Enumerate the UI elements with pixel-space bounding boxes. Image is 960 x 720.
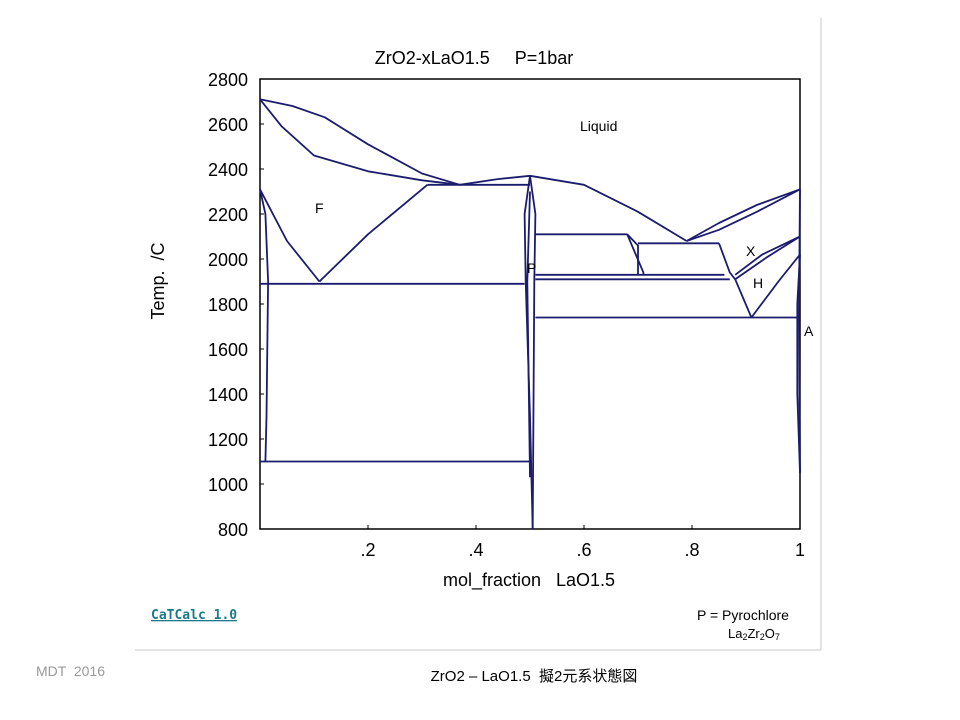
x-tick-label: .6 — [576, 540, 591, 560]
phase-label-liquid: Liquid — [580, 118, 617, 134]
boundary-pyrochlore-right — [529, 175, 537, 530]
boundary-tetragonal-to-F-left — [259, 188, 321, 283]
y-tick-label: 2800 — [208, 70, 248, 90]
boundary-step-0.68-0.7 — [626, 233, 639, 275]
y-tick-label: 1800 — [208, 295, 248, 315]
y-axis-label: Temp. /C — [148, 242, 168, 319]
boundary-liquidus-right — [686, 188, 801, 242]
pyrochlore-formula: La2Zr2O7 — [728, 626, 780, 642]
y-tick-label: 2600 — [208, 115, 248, 135]
phase-label-p: P — [527, 260, 536, 276]
y-tick-label: 2200 — [208, 205, 248, 225]
credit-text: MDT 2016 — [36, 663, 105, 679]
y-tick-labels: 2800 2600 2400 2200 2000 1800 1600 1400 1200 1000… — [208, 70, 264, 540]
boundary-liquidus-left-upper — [259, 98, 461, 186]
y-tick-label: 1400 — [208, 385, 248, 405]
y-tick-label: 2400 — [208, 160, 248, 180]
boundary-liquidus-to-eutectic — [529, 174, 688, 242]
y-tick-label: 800 — [218, 520, 248, 540]
y-tick-label: 1200 — [208, 430, 248, 450]
x-tick-label: .2 — [360, 540, 375, 560]
slide-caption: ZrO2 – LaO1.5 擬2元系状態図 — [431, 668, 638, 685]
y-tick-label: 1000 — [208, 475, 248, 495]
phase-boundaries — [259, 98, 801, 530]
phase-label-h: H — [753, 275, 763, 291]
boundary-solidus-left-upper — [259, 98, 460, 186]
boundary-pyrochlore-left — [523, 175, 534, 530]
x-tick-labels: .2 .4 .6 .8 1 — [360, 525, 805, 560]
catcalc-link[interactable]: CaTCalc 1.0 — [151, 608, 237, 623]
pyrochlore-legend: P = Pyrochlore — [697, 607, 789, 623]
boundary-zro2-solvus-upper — [259, 189, 270, 462]
boundary-A-boundary-2 — [798, 189, 801, 473]
boundary-liquidus-right-lower — [686, 188, 801, 242]
phase-label-x: X — [746, 243, 756, 259]
boundary-step-0.68-0.71 — [626, 233, 645, 275]
boundary-X-H-left — [718, 242, 736, 280]
boundary-H-left — [734, 278, 753, 318]
boundary-F-to-pyrochlore — [318, 184, 428, 283]
boundary-liquidus-to-pyrochlore — [459, 174, 531, 186]
x-tick-label: .4 — [468, 540, 483, 560]
chart-title: ZrO2-xLaO1.5 P=1bar — [375, 48, 574, 68]
boundary-X-boundary-2 — [734, 235, 801, 276]
y-tick-label: 2000 — [208, 250, 248, 270]
boundary-X-boundary — [734, 235, 801, 281]
x-axis-label: mol_fraction LaO1.5 — [443, 570, 615, 591]
y-tick-label: 1600 — [208, 340, 248, 360]
phase-label-f: F — [315, 200, 324, 216]
boundary-pyrochlore-inner — [526, 191, 531, 478]
phase-label-a: A — [804, 323, 814, 339]
x-tick-label: 1 — [795, 540, 805, 560]
boundary-H-right — [750, 253, 801, 319]
x-tick-label: .8 — [684, 540, 699, 560]
